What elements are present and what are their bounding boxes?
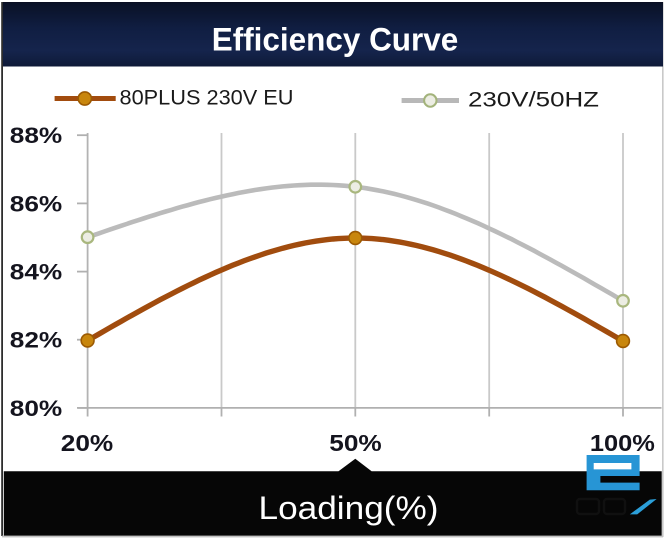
- svg-text:80PLUS 230V EU: 80PLUS 230V EU: [120, 87, 294, 110]
- svg-text:80%: 80%: [10, 396, 63, 421]
- svg-text:82%: 82%: [10, 328, 63, 353]
- svg-text:Loading(%): Loading(%): [259, 490, 439, 526]
- svg-text:Efficiency Curve: Efficiency Curve: [212, 21, 459, 57]
- svg-text:230V/50HZ: 230V/50HZ: [468, 89, 599, 112]
- svg-text:100%: 100%: [590, 430, 655, 456]
- svg-text:50%: 50%: [329, 430, 382, 456]
- svg-text:88%: 88%: [10, 123, 63, 148]
- svg-text:20%: 20%: [61, 430, 114, 456]
- svg-text:84%: 84%: [10, 260, 63, 285]
- svg-text:86%: 86%: [10, 191, 63, 216]
